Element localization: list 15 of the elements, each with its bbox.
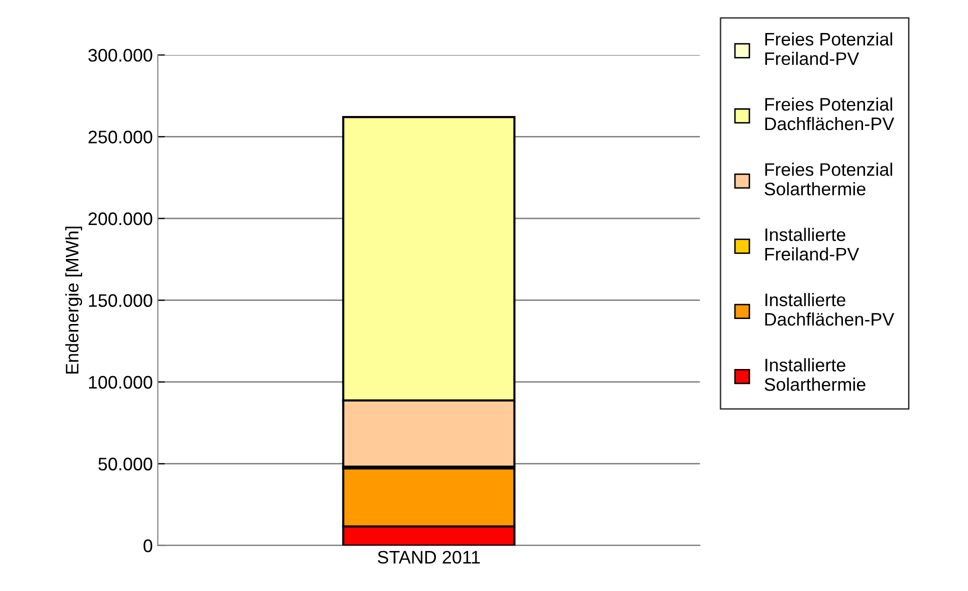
y-tick-label: 300.000: [88, 48, 152, 62]
legend-label: Installierte Freiland-PV: [765, 228, 860, 261]
y-tick-label: 250.000: [88, 130, 152, 144]
legend-label: Installierte Dachflächen-PV: [765, 293, 894, 326]
legend-label: Freies Potenzial Solarthermie: [764, 162, 892, 196]
y-tick-label: 50.000: [98, 458, 152, 470]
y-tick-label: 200.000: [88, 212, 152, 226]
y-tick-label: 100.000: [89, 376, 152, 389]
y-axis-title: Endenergie [MWh]: [65, 226, 82, 374]
y-tick-label: 150.000: [89, 294, 152, 307]
legend-label: Freies Potenzial Freiland-PV: [765, 32, 892, 66]
legend-label: Freies Potenzial Dachflächen-PV: [765, 98, 894, 130]
y-tick-label: 0: [144, 539, 152, 552]
x-tick-label: STAND 2011: [378, 550, 480, 564]
legend-label: Installierte Solarthermie: [764, 358, 866, 391]
